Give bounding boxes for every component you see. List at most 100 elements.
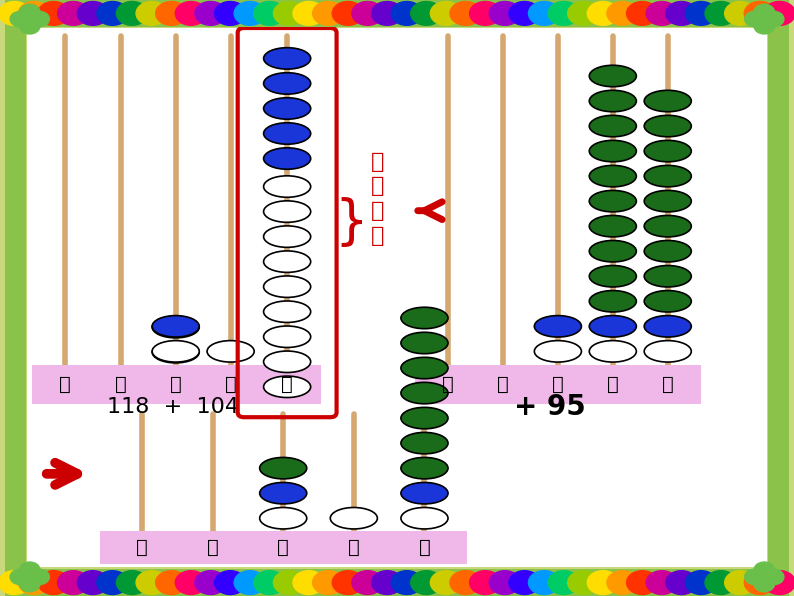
Circle shape [313,2,344,25]
Circle shape [588,571,619,595]
Text: 千: 千 [497,375,509,394]
Ellipse shape [264,48,310,69]
Ellipse shape [644,316,692,337]
Ellipse shape [264,123,310,144]
Circle shape [10,569,30,585]
Circle shape [313,571,344,595]
Circle shape [754,4,774,20]
Ellipse shape [534,341,581,362]
Text: 十: 十 [348,538,360,557]
Circle shape [450,571,481,595]
Circle shape [254,2,285,25]
Circle shape [97,571,128,595]
Ellipse shape [589,240,636,262]
Circle shape [489,571,521,595]
Circle shape [156,2,187,25]
Ellipse shape [644,266,692,287]
Circle shape [410,2,442,25]
Ellipse shape [644,215,692,237]
Ellipse shape [401,458,448,479]
Text: 个: 个 [418,538,430,557]
Circle shape [10,11,30,27]
Ellipse shape [152,316,199,337]
FancyBboxPatch shape [99,530,467,564]
Text: 十: 十 [607,375,619,394]
Circle shape [20,18,40,34]
Circle shape [293,571,325,595]
Ellipse shape [644,140,692,162]
Circle shape [332,2,364,25]
Circle shape [20,576,40,592]
Ellipse shape [264,148,310,169]
Circle shape [117,571,148,595]
Circle shape [18,2,50,25]
Circle shape [332,571,364,595]
Circle shape [234,571,265,595]
Ellipse shape [152,341,199,362]
Circle shape [136,571,168,595]
Circle shape [58,2,89,25]
Circle shape [293,2,325,25]
Circle shape [705,2,736,25]
Ellipse shape [264,73,310,94]
Circle shape [764,571,794,595]
Ellipse shape [401,483,448,504]
Text: }: } [334,197,368,249]
Ellipse shape [264,176,310,197]
Text: 千: 千 [115,375,126,394]
Ellipse shape [260,458,306,479]
Circle shape [588,2,619,25]
Text: 个: 个 [281,375,293,394]
Ellipse shape [401,357,448,379]
FancyBboxPatch shape [26,28,768,567]
Circle shape [430,571,462,595]
Ellipse shape [401,508,448,529]
Circle shape [568,2,599,25]
Ellipse shape [152,342,199,363]
Text: + 95: + 95 [515,393,586,421]
Circle shape [757,13,772,25]
Circle shape [764,569,784,585]
Circle shape [372,571,403,595]
Circle shape [529,2,560,25]
Circle shape [626,571,658,595]
Circle shape [20,4,40,20]
Ellipse shape [589,266,636,287]
Ellipse shape [401,308,448,329]
Ellipse shape [401,433,448,454]
Ellipse shape [644,341,692,362]
Ellipse shape [589,66,636,87]
FancyBboxPatch shape [5,0,789,27]
Text: 118  +  104: 118 + 104 [107,397,239,417]
Circle shape [745,569,765,585]
Ellipse shape [264,376,310,398]
Circle shape [234,2,265,25]
Ellipse shape [401,383,448,404]
Circle shape [38,571,69,595]
Ellipse shape [589,165,636,187]
Circle shape [754,576,774,592]
Circle shape [136,2,168,25]
Text: 百: 百 [552,375,564,394]
Ellipse shape [534,316,581,337]
Ellipse shape [264,351,310,372]
Circle shape [450,2,481,25]
Circle shape [273,571,305,595]
Circle shape [352,2,384,25]
Ellipse shape [401,333,448,354]
FancyBboxPatch shape [415,365,701,404]
FancyBboxPatch shape [5,569,789,596]
Ellipse shape [589,90,636,112]
Circle shape [757,571,772,583]
Circle shape [744,2,776,25]
Circle shape [725,2,756,25]
Circle shape [607,2,638,25]
Circle shape [764,11,784,27]
Ellipse shape [264,251,310,272]
Circle shape [20,562,40,578]
Ellipse shape [644,290,692,312]
Circle shape [195,2,226,25]
Circle shape [0,571,30,595]
Circle shape [744,571,776,595]
Ellipse shape [264,98,310,119]
